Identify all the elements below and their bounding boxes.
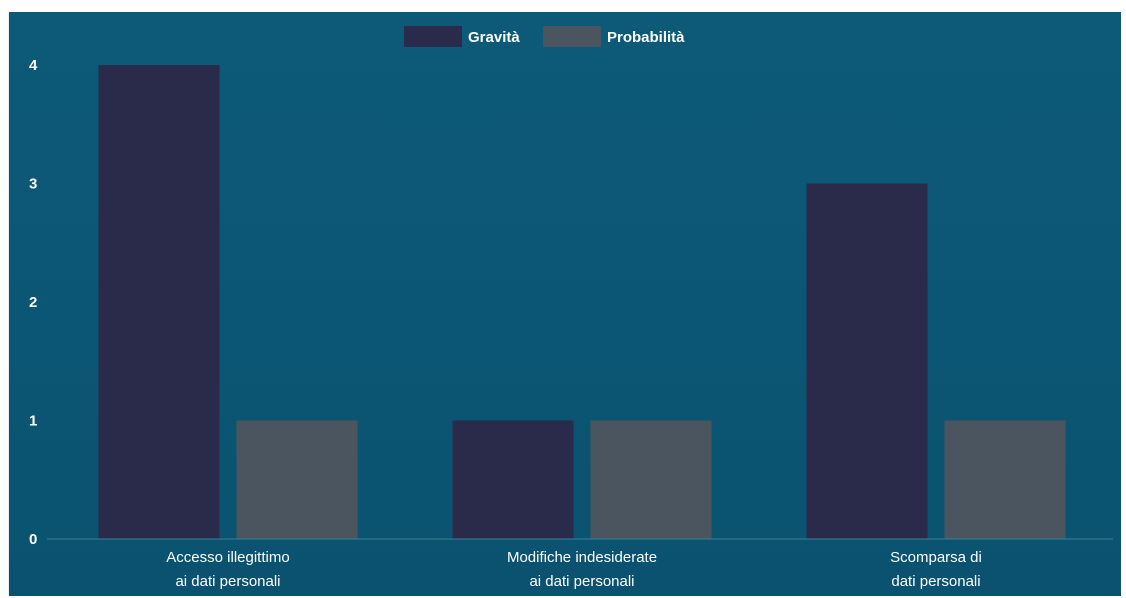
y-axis: 0 1 2 3 4: [29, 57, 38, 548]
y-tick-label: 2: [29, 294, 37, 311]
legend-swatch-0: [404, 26, 462, 47]
chart-panel: Gravità Probabilità 0 1 2 3 4 Accesso illegit…: [8, 12, 1121, 596]
bar-gravita-1: [452, 420, 574, 539]
y-tick-label: 3: [29, 176, 37, 193]
bar-probabilita-0: [236, 420, 358, 539]
bar-probabilita-2: [944, 420, 1066, 539]
y-tick-label: 0: [29, 531, 37, 548]
legend-swatch-1: [543, 26, 601, 47]
x-category-label: Accesso illegittimo: [166, 549, 289, 566]
bar-gravita-2: [806, 183, 928, 539]
bar-chart: Gravità Probabilità 0 1 2 3 4 Accesso illegit…: [29, 26, 1113, 590]
bars: [98, 65, 1066, 539]
x-axis: Accesso illegittimo ai dati personali Modi…: [47, 538, 1113, 590]
legend-label-1: Probabilità: [607, 29, 685, 46]
legend: Gravità Probabilità: [404, 26, 685, 47]
x-category-label: ai dati personali: [529, 573, 634, 590]
y-tick-label: 4: [29, 57, 38, 74]
bar-probabilita-1: [590, 420, 712, 539]
x-category-label: Modifiche indesiderate: [507, 549, 657, 566]
y-tick-label: 1: [29, 413, 37, 430]
x-category-label: dati personali: [891, 573, 980, 590]
bar-gravita-0: [98, 65, 220, 539]
x-category-label: Scomparsa di: [890, 549, 982, 566]
x-category-label: ai dati personali: [175, 573, 280, 590]
legend-label-0: Gravità: [468, 29, 520, 46]
